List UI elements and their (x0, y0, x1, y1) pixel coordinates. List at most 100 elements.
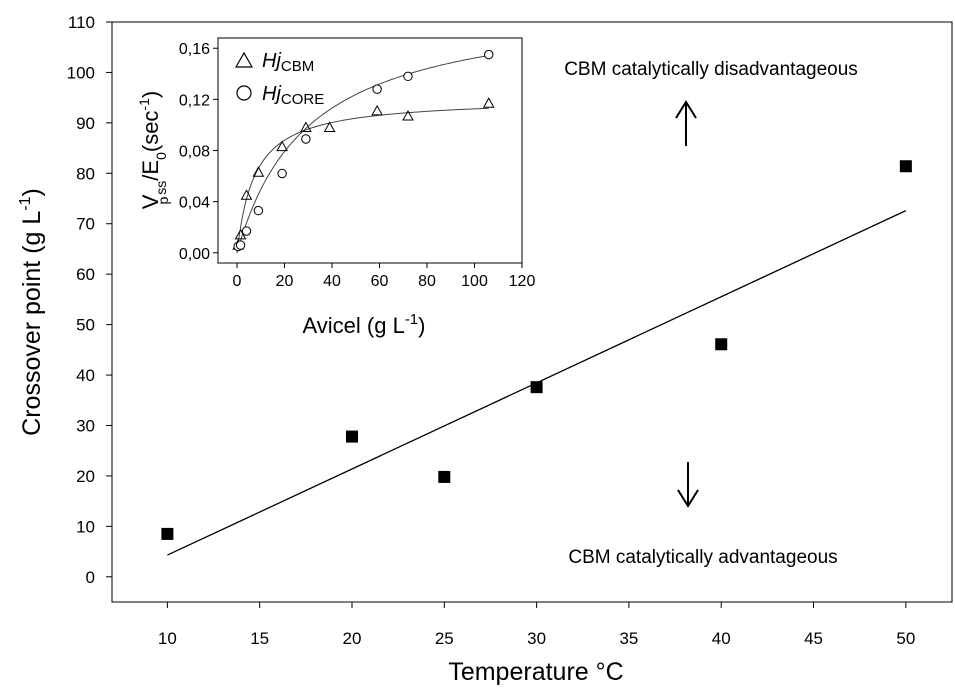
inset-point-triangle (300, 121, 312, 132)
main-y-axis-title-sup: -1 (17, 196, 34, 210)
inset-x-tick-label: 120 (509, 273, 536, 290)
inset-plot: 0 20 40 60 80 100 120 0,00 0,04 0,08 0,12 0,16 Avi… (136, 37, 536, 338)
main-y-axis-title-close: ) (18, 188, 46, 196)
main-y-tick-label: 60 (76, 265, 95, 284)
main-y-tick-label: 100 (67, 63, 95, 82)
main-y-axis: 0 10 20 30 40 50 60 70 80 90 100 110 (67, 13, 112, 587)
inset-point-triangle (240, 189, 253, 200)
annotation-advantageous: CBM catalytically advantageous (568, 547, 837, 568)
main-x-tick-label: 50 (896, 629, 915, 648)
inset-y-tick-label: 0,12 (179, 92, 210, 109)
main-x-tick-label: 10 (158, 629, 177, 648)
legend-label-cbm: HjCBM (262, 50, 314, 75)
inset-x-axis-title-sup: -1 (405, 311, 418, 328)
main-x-axis-title: Temperature °C (448, 658, 623, 685)
inset-point-triangle (402, 109, 414, 121)
legend-triangle-icon (234, 51, 254, 68)
legend-label-cbm-main: Hj (262, 50, 281, 72)
inset-fit-curves (236, 54, 489, 253)
inset-x-tick-label: 100 (461, 273, 488, 290)
legend-label-core-sub: CORE (281, 91, 324, 108)
inset-point-circle (235, 240, 246, 250)
main-y-tick-label: 110 (68, 13, 95, 32)
inset-y-tick-label: 0,08 (179, 144, 210, 161)
inset-y-tick-label: 0,04 (179, 195, 210, 212)
inset-point-circle (403, 71, 413, 82)
arrow-up-icon (675, 100, 697, 146)
inset-y-axis-title: Vp ss/E0(sec-1) (136, 91, 171, 209)
inset-y-p: p (155, 197, 171, 205)
inset-x-tick-label: 80 (418, 273, 436, 290)
main-x-tick-label: 15 (250, 629, 269, 648)
legend-label-cbm-sub: CBM (281, 58, 314, 75)
inset-point-triangle (234, 228, 247, 240)
inset-x-tick-label: 20 (276, 273, 294, 290)
fit-curve-core (236, 54, 489, 253)
main-x-tick-label: 25 (435, 629, 454, 648)
main-y-tick-label: 0 (86, 568, 95, 587)
inset-y-axis: 0,00 0,04 0,08 0,12 0,16 (179, 41, 218, 263)
main-x-tick-label: 30 (527, 629, 546, 648)
main-y-tick-label: 90 (76, 114, 95, 133)
inset-point-triangle (252, 166, 265, 177)
data-point-square (161, 527, 174, 540)
inset-y-e: /E (138, 160, 163, 181)
inset-x-tick-label: 40 (323, 273, 341, 290)
main-plot: 10 15 20 25 30 35 40 45 50 0 10 20 30 40 50 60 70 80 90 10… (17, 13, 953, 686)
main-data-points (161, 160, 912, 540)
fit-curve-cbm (236, 107, 489, 253)
annotation-disadvantageous: CBM catalytically disadvantageous (564, 59, 858, 80)
legend-label-core-main: Hj (262, 83, 281, 105)
inset-point-circle (241, 226, 252, 236)
main-y-axis-title-main: Crossover point (g L (18, 211, 46, 436)
inset-x-axis-title-main: Avicel (g L (303, 313, 405, 338)
inset-x-axis: 0 20 40 60 80 100 120 (233, 263, 536, 290)
main-x-tick-label: 35 (619, 629, 638, 648)
data-point-square (899, 160, 912, 173)
data-point-square (530, 381, 543, 394)
inset-x-axis-title: Avicel (g L-1) (303, 311, 426, 338)
inset-y-zero: 0 (153, 152, 169, 160)
main-y-tick-label: 50 (76, 316, 95, 335)
data-point-square (438, 470, 451, 483)
main-y-tick-label: 30 (76, 416, 95, 435)
inset-y-ss: ss (153, 181, 169, 195)
inset-point-triangle (482, 97, 495, 108)
legend-circle-icon (236, 85, 252, 101)
inset-point-circle (372, 84, 382, 94)
inset-point-triangle (323, 121, 336, 132)
inset-data-points (232, 49, 495, 252)
inset-point-triangle (276, 140, 288, 152)
main-y-tick-label: 10 (76, 517, 95, 536)
inset-x-tick-label: 60 (371, 273, 389, 290)
inset-y-tick-label: 0,16 (179, 41, 210, 58)
inset-y-sup: -1 (136, 98, 152, 111)
main-x-axis: 10 15 20 25 30 35 40 45 50 (158, 602, 915, 648)
main-y-axis-title: Crossover point (g L-1) (17, 188, 46, 436)
main-x-tick-label: 20 (343, 629, 362, 648)
inset-point-circle (277, 168, 287, 179)
inset-legend: HjCBM HjCORE (234, 50, 324, 108)
main-y-tick-label: 70 (76, 215, 95, 234)
inset-y-sec: (sec (138, 111, 163, 153)
data-point-square (715, 338, 728, 351)
main-plot-frame (111, 21, 953, 603)
inset-x-tick-label: 0 (233, 273, 242, 290)
main-y-tick-label: 20 (76, 467, 95, 486)
main-x-tick-label: 40 (712, 629, 731, 648)
inset-point-circle (484, 49, 494, 60)
main-y-tick-label: 40 (76, 366, 95, 385)
main-y-tick-label: 80 (76, 164, 95, 183)
arrow-down-icon (677, 462, 699, 508)
inset-point-triangle (371, 104, 383, 116)
inset-y-v: V (138, 194, 163, 209)
inset-plot-frame (217, 37, 523, 264)
inset-x-axis-title-close: ) (418, 313, 425, 338)
inset-y-tick-label: 0,00 (179, 246, 210, 263)
inset-point-circle (253, 205, 264, 216)
data-point-square (346, 430, 358, 443)
main-x-tick-label: 45 (804, 629, 823, 648)
legend-label-core: HjCORE (262, 83, 324, 108)
